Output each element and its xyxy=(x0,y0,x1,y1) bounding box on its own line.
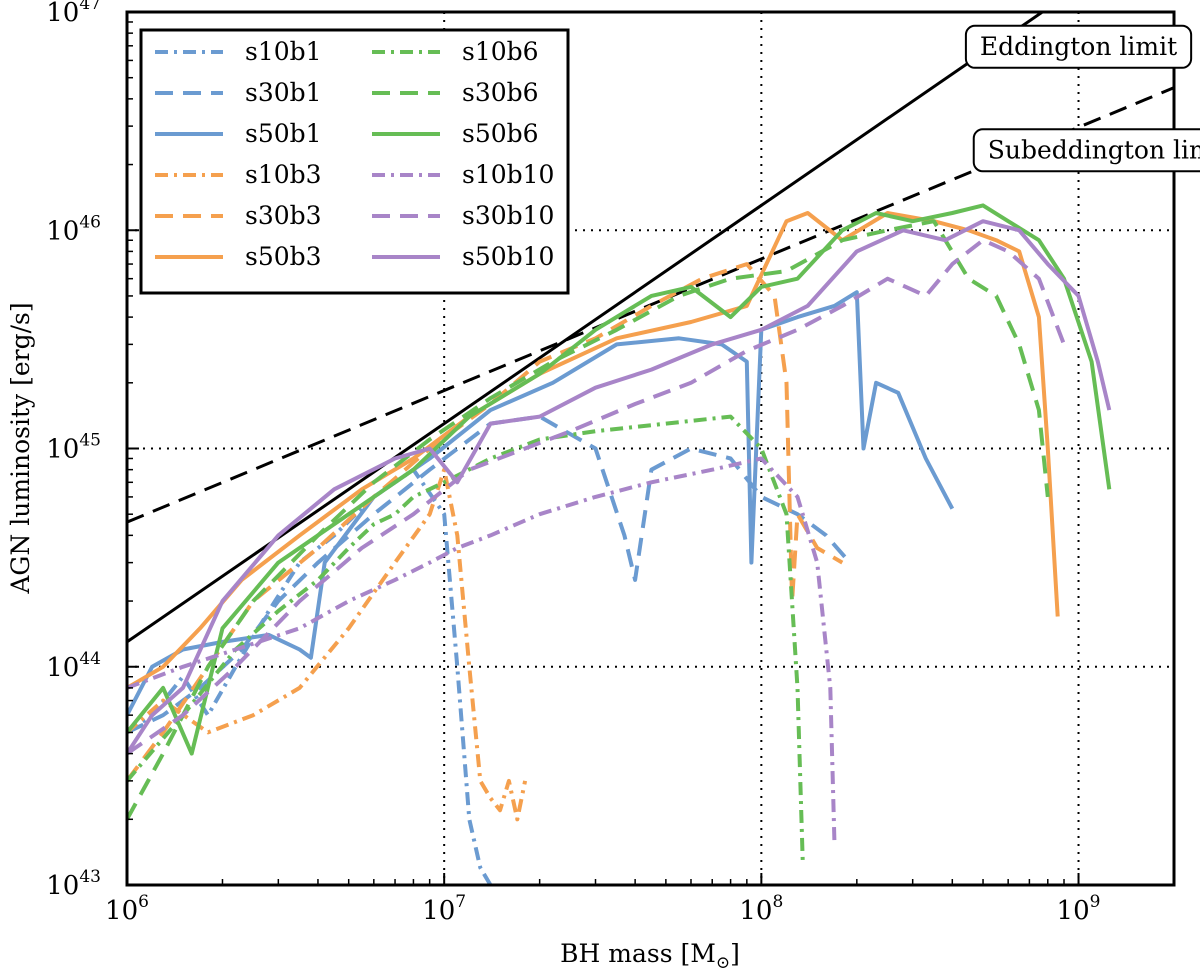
y-tick-label: 1045 xyxy=(46,431,101,465)
series-line-s10b6 xyxy=(127,414,805,861)
legend-item-s30b6: s30b6 xyxy=(372,78,539,107)
annotations: Eddington limit Subeddington limit xyxy=(964,24,1200,173)
legend: s10b1 s30b1 s50b1 s10b3 s30b3 s50b3 s10b6 s30b6… xyxy=(139,28,570,295)
legend-item-s30b1: s30b1 xyxy=(155,78,322,107)
subeddington-limit-line xyxy=(127,86,1174,524)
series-line-s50b10 xyxy=(127,219,1112,755)
legend-item-s50b6: s50b6 xyxy=(372,119,539,148)
series-line-s50b6 xyxy=(127,203,1112,756)
legend-item-s50b1: s50b1 xyxy=(155,119,322,148)
legend-label: s10b3 xyxy=(245,160,322,189)
x-tick-label: 106 xyxy=(105,892,149,926)
legend-item-s30b3: s30b3 xyxy=(155,201,322,230)
reference-lines xyxy=(127,12,1174,644)
y-tick-label: 1046 xyxy=(46,212,101,246)
legend-label: s50b6 xyxy=(462,119,539,148)
y-axis-label: AGN luminosity [erg/s] xyxy=(6,302,35,594)
legend-label: s30b10 xyxy=(462,201,554,230)
legend-label: s50b1 xyxy=(245,119,322,148)
legend-label: s50b10 xyxy=(462,242,554,271)
x-tick-label: 109 xyxy=(1057,892,1101,926)
x-tick-label: 107 xyxy=(422,892,466,926)
annotation-frame xyxy=(964,24,1193,69)
annotation-box: Subeddington limit xyxy=(972,128,1200,173)
legend-item-s10b1: s10b1 xyxy=(155,37,322,66)
y-tick-label: 1043 xyxy=(46,867,101,901)
y-tick-label: 1047 xyxy=(46,0,101,28)
x-axis-label: BH mass [M⊙] xyxy=(560,939,740,973)
series-line-s50b1 xyxy=(127,290,955,717)
eddington-limit-line xyxy=(127,12,1046,644)
legend-frame xyxy=(139,28,570,295)
legend-label: s10b1 xyxy=(245,37,322,66)
legend-item-s10b3: s10b3 xyxy=(155,160,322,189)
legend-label: s10b6 xyxy=(462,37,539,66)
legend-item-s10b6: s10b6 xyxy=(372,37,539,66)
legend-item-s50b10: s50b10 xyxy=(372,242,554,271)
series-line-s30b6 xyxy=(127,219,1050,821)
annotation-label: Eddington limit xyxy=(980,32,1177,61)
x-tick-label: 108 xyxy=(739,892,783,926)
legend-item-s10b10: s10b10 xyxy=(372,160,554,189)
annotation-label: Subeddington limit xyxy=(988,135,1200,164)
legend-item-s30b10: s30b10 xyxy=(372,201,554,230)
y-tick-label: 1044 xyxy=(46,649,101,683)
series-line-s10b3 xyxy=(127,467,528,822)
series-line-s30b10 xyxy=(127,238,1066,756)
series-layer xyxy=(127,203,1112,885)
annotation-box: Eddington limit xyxy=(964,24,1193,69)
axis-ticks: 106 107 108 109 1043 1044 1045 1046 1047 xyxy=(46,0,1100,926)
legend-label: s50b3 xyxy=(245,242,322,271)
legend-label: s30b1 xyxy=(245,78,322,107)
legend-label: s30b6 xyxy=(462,78,539,107)
annotation-frame xyxy=(972,128,1200,173)
legend-item-s50b3: s50b3 xyxy=(155,242,322,271)
series-line-s50b3 xyxy=(127,211,1060,690)
legend-label: s10b10 xyxy=(462,160,554,189)
series-line-s10b10 xyxy=(127,456,837,841)
legend-label: s30b3 xyxy=(245,201,322,230)
